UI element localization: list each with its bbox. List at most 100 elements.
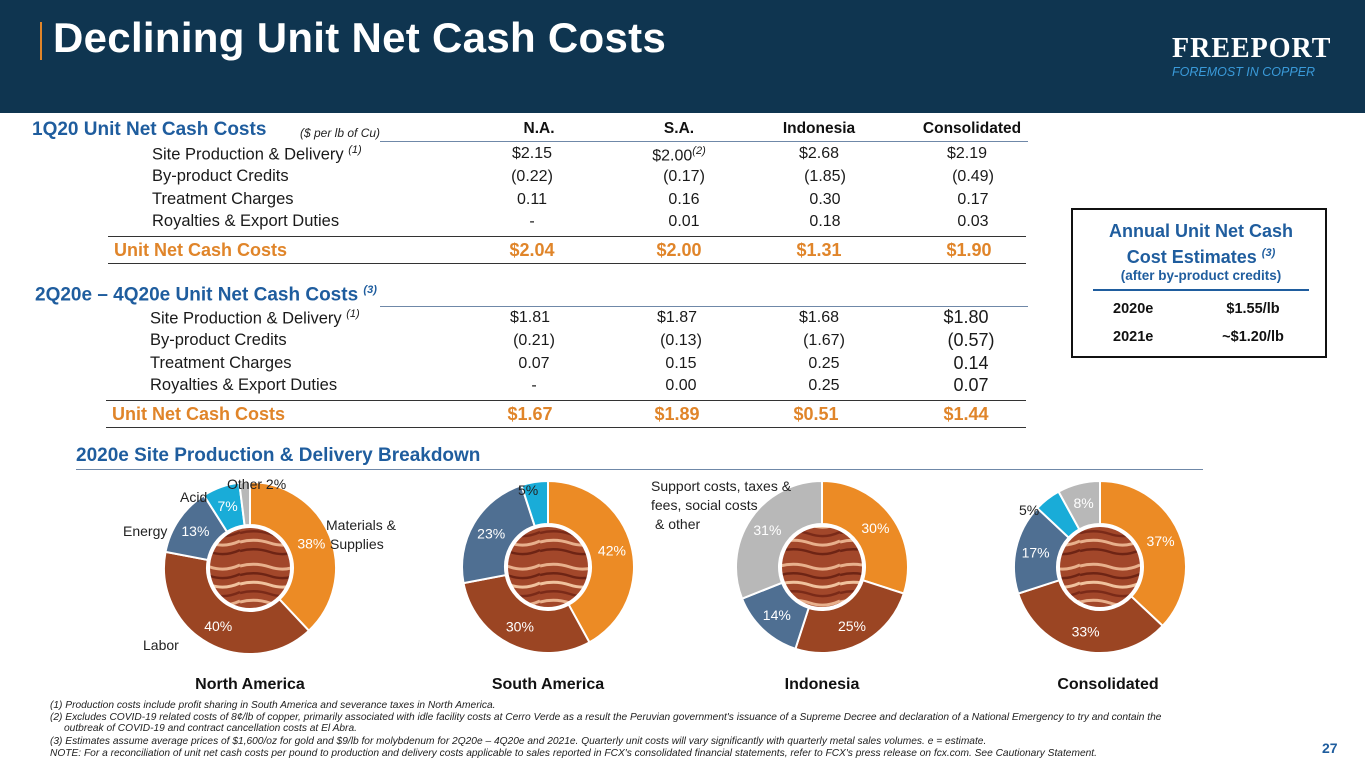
table1-total-rule-top: [108, 236, 1026, 237]
logo-tagline: FOREMOST IN COPPER: [1172, 65, 1316, 79]
table1-header-rule: [380, 141, 1028, 142]
copper-texture-center: [1060, 527, 1140, 607]
t1-cell: (1.85): [804, 168, 846, 185]
annotation-other: Other 2%: [227, 476, 286, 492]
pie-slice: [735, 479, 823, 600]
t2-cell: (0.21): [513, 332, 555, 349]
col-header-sa: S.A.: [663, 120, 695, 137]
t2-cell: (0.13): [660, 332, 702, 349]
t2-row-label: By-product Credits: [150, 331, 287, 349]
t2-row-label: Royalties & Export Duties: [150, 376, 338, 394]
pie-charts: 38% 40% 13% 7% 42% 30% 23% 30% 25% 14% 31% 37% 33% 17…: [123, 476, 1187, 693]
t2-cell: $1.68: [798, 309, 840, 326]
t2-cell: $1.80: [943, 307, 989, 327]
t1-total-cell: $2.00: [656, 240, 702, 260]
t1-total-cell: $1.90: [946, 240, 992, 260]
t2-cell: 0.07: [953, 375, 989, 395]
t1-cell: (0.22): [511, 168, 553, 185]
t1-cell: 0.11: [517, 191, 547, 208]
annotation-materials: Materials &: [326, 517, 397, 533]
pie-slice: [249, 480, 337, 633]
t2-total-cell: $1.67: [507, 404, 553, 424]
slice-label: 37%: [1147, 533, 1175, 549]
pie-slice: [1057, 479, 1101, 531]
table2-header-rule: [380, 306, 1028, 307]
pie-slice: [520, 479, 549, 528]
footnote: NOTE: For a reconciliation of unit net c…: [50, 748, 1097, 759]
pie-title-indonesia: Indonesia: [785, 676, 860, 693]
footnote: (1) Production costs include profit shar…: [50, 700, 496, 711]
annotation-acid: Acid: [180, 489, 207, 505]
t1-cell: 0.01: [668, 213, 700, 230]
estimates-subtitle: (after by-product credits): [1120, 268, 1282, 283]
col-header-consolidated: Consolidated: [922, 120, 1022, 137]
pie-slice: [794, 579, 906, 654]
annual-estimates-box: Annual Unit Net Cash Cost Estimates (3) …: [1071, 208, 1327, 358]
t2-cell: 0.00: [665, 377, 697, 394]
col-header-indonesia: Indonesia: [782, 120, 856, 137]
estimate-value: $1.55/lb: [1226, 301, 1280, 317]
pie-slice: [547, 479, 635, 644]
company-logo: FREEPORT: [1172, 33, 1332, 64]
t2-cell: $1.87: [656, 309, 698, 326]
t2-cell: $1.81: [509, 309, 551, 326]
slice-label: 40%: [204, 618, 232, 634]
annotation-support: Support costs, taxes &: [651, 478, 792, 494]
slice-label: 31%: [753, 522, 781, 538]
t1-cell: $2.19: [946, 145, 988, 162]
header-bar: Declining Unit Net Cash Costs FREEPORT F…: [0, 0, 1365, 113]
slice-label: 13%: [181, 523, 209, 539]
pie-title-consolidated: Consolidated: [1057, 676, 1158, 693]
t2-total-cell: $0.51: [793, 404, 839, 424]
table1-units: ($ per lb of Cu): [300, 126, 381, 140]
slice-label: 14%: [763, 607, 791, 623]
pie-slice: [462, 573, 591, 654]
page-title: Declining Unit Net Cash Costs: [53, 14, 667, 61]
footnote: (2) Excludes COVID-19 related costs of 8…: [50, 712, 1162, 723]
table2-total-rule-bottom: [106, 427, 1026, 428]
t1-cell: 0.18: [809, 213, 841, 230]
estimates-title: Annual Unit Net Cash Cost Estimates (3): [1108, 221, 1293, 267]
copper-texture-center: [782, 527, 862, 607]
estimate-value: ~$1.20/lb: [1222, 329, 1284, 345]
t2-cell: 0.07: [518, 355, 550, 372]
estimate-year: 2021e: [1113, 329, 1154, 345]
t2-cell: 0.14: [953, 353, 989, 373]
t1-cell: $2.15: [511, 145, 553, 162]
t2-cell: 0.15: [665, 355, 697, 372]
estimates-rule: [1093, 289, 1309, 291]
slice-label: 8%: [1073, 495, 1093, 511]
table2-total-rule-top: [106, 400, 1026, 401]
pie-slice: [163, 550, 311, 655]
pie-layer: 38% 40% 13% 7% 42% 30% 23% 30% 25% 14% 31% 37% 33% 17…: [163, 479, 1187, 655]
t2-cell: 0.25: [808, 377, 840, 394]
annotation-labor: Labor: [143, 637, 179, 653]
pie-slice: [821, 479, 909, 595]
t1-row-label: Royalties & Export Duties: [152, 212, 340, 230]
t1-row-label: By-product Credits: [152, 167, 289, 185]
annotation-energy: Energy: [123, 523, 167, 539]
footnote: outbreak of COVID-19 and contract cancel…: [64, 723, 357, 734]
t1-cell: 0.30: [809, 191, 841, 208]
t2-total-cell: $1.44: [943, 404, 989, 424]
t2-total-label: Unit Net Cash Costs: [112, 404, 286, 424]
annotation-sa-acid: 5%: [518, 482, 538, 498]
t1-total-cell: $2.04: [509, 240, 555, 260]
title-accent: [40, 22, 42, 60]
t2-row-label: Site Production & Delivery (1): [150, 308, 360, 328]
t2-row-label: Treatment Charges: [150, 354, 292, 372]
pie-title-south-america: South America: [492, 676, 604, 693]
t1-cell: $2.68: [798, 145, 840, 162]
annotation-support: & other: [655, 516, 700, 532]
t2-cell: (1.67): [803, 332, 845, 349]
table2-title: 2Q20e – 4Q20e Unit Net Cash Costs (3): [35, 284, 377, 306]
copper-texture-center: [210, 528, 290, 608]
t1-row-label: Treatment Charges: [152, 190, 294, 208]
slice-label: 30%: [506, 619, 534, 635]
annotation-materials: Supplies: [330, 536, 384, 552]
slice-label: 7%: [218, 498, 238, 514]
slice-label: 17%: [1022, 545, 1050, 561]
pie-slice: [461, 483, 536, 585]
t2-cell: (0.57): [947, 330, 995, 350]
t1-cell: $2.00(2): [652, 145, 706, 165]
